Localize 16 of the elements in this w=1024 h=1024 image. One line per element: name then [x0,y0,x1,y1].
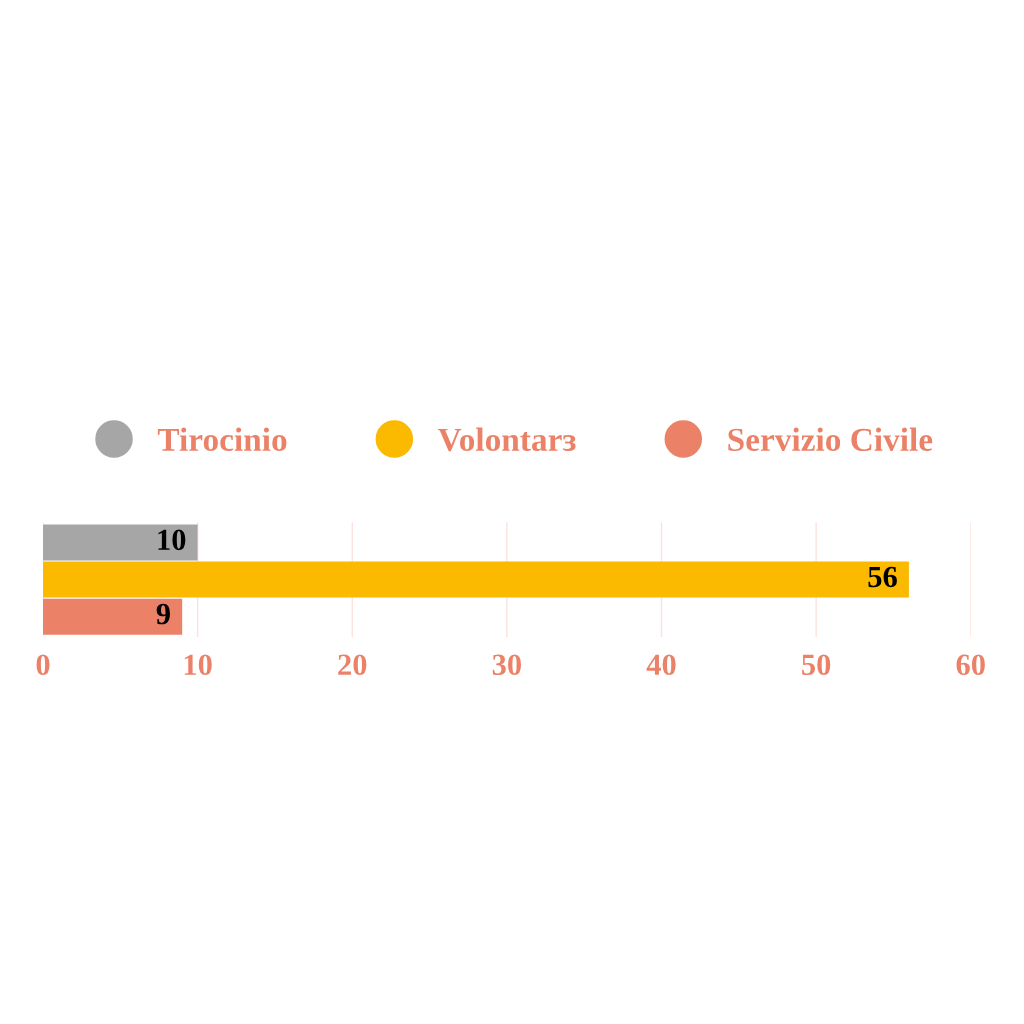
x-tick-label: 50 [802,654,831,676]
data-label: 56 [868,566,897,588]
x-tick-label: 0 [36,654,50,676]
data-label: 10 [158,529,186,551]
data-label: 9 [156,603,170,625]
bar [43,561,909,598]
x-tick-label: 40 [646,654,676,676]
x-tick-label: 10 [184,654,212,676]
legend-label: Servizio Civile [728,427,933,452]
x-tick-label: 30 [492,654,521,676]
bar [43,598,183,635]
legend-label: Tirocinio [157,427,287,452]
x-tick-label: 60 [956,654,985,676]
x-tick-label: 20 [338,654,367,676]
legend-label: Volontarɜ [438,427,576,452]
bar [43,524,198,561]
